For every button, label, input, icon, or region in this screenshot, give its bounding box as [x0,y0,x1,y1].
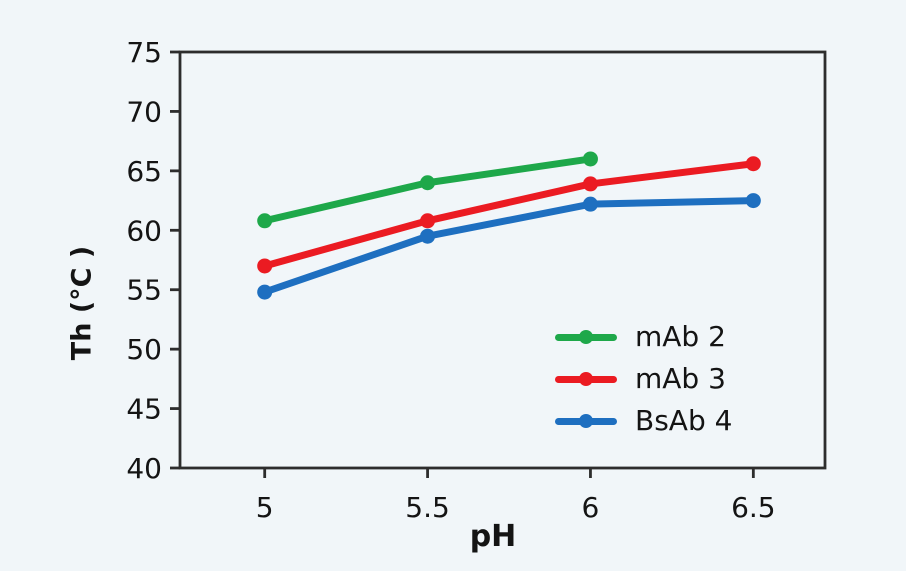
data-point-mab-2 [420,175,436,191]
data-point-mab-3 [582,176,598,192]
y-tick-label: 50 [126,333,162,366]
x-tick-label: 6 [582,491,600,524]
data-point-bsab-4 [420,228,436,244]
data-point-bsab-4 [582,196,598,212]
legend-swatch [555,414,617,428]
legend-swatch [555,330,617,344]
legend-label: BsAb 4 [635,404,733,437]
y-tick-label: 45 [126,393,162,426]
y-tick-label: 55 [126,274,162,307]
x-tick-label: 6.5 [731,491,776,524]
legend: mAb 2 mAb 3 BsAb 4 [555,316,732,442]
plot-frame [178,50,827,470]
data-point-mab-3 [420,213,436,229]
legend-item: mAb 3 [555,358,732,400]
legend-label: mAb 3 [635,362,726,395]
series-line-mab-3 [261,160,757,270]
x-tick-label: 5 [256,491,274,524]
x-axis-title: pH [469,519,517,554]
data-point-bsab-4 [745,193,761,209]
data-point-mab-2 [582,151,598,167]
x-tick-label: 5.5 [405,491,450,524]
data-point-mab-2 [257,213,273,229]
series-line-bsab-4 [261,197,757,296]
legend-item: BsAb 4 [555,400,732,442]
y-tick-label: 75 [126,36,162,69]
y-axis-title: Th (°C ) [66,245,98,361]
y-tick-label: 60 [126,214,162,247]
legend-swatch [555,372,617,386]
y-tick-label: 40 [126,452,162,485]
data-point-mab-3 [257,258,273,274]
y-tick-label: 70 [126,95,162,128]
legend-marker-icon [579,372,593,386]
legend-marker-icon [579,330,593,344]
legend-item: mAb 2 [555,316,732,358]
legend-marker-icon [579,414,593,428]
legend-label: mAb 2 [635,320,726,353]
y-tick-label: 65 [126,155,162,188]
data-point-bsab-4 [257,284,273,300]
data-point-mab-3 [745,156,761,172]
